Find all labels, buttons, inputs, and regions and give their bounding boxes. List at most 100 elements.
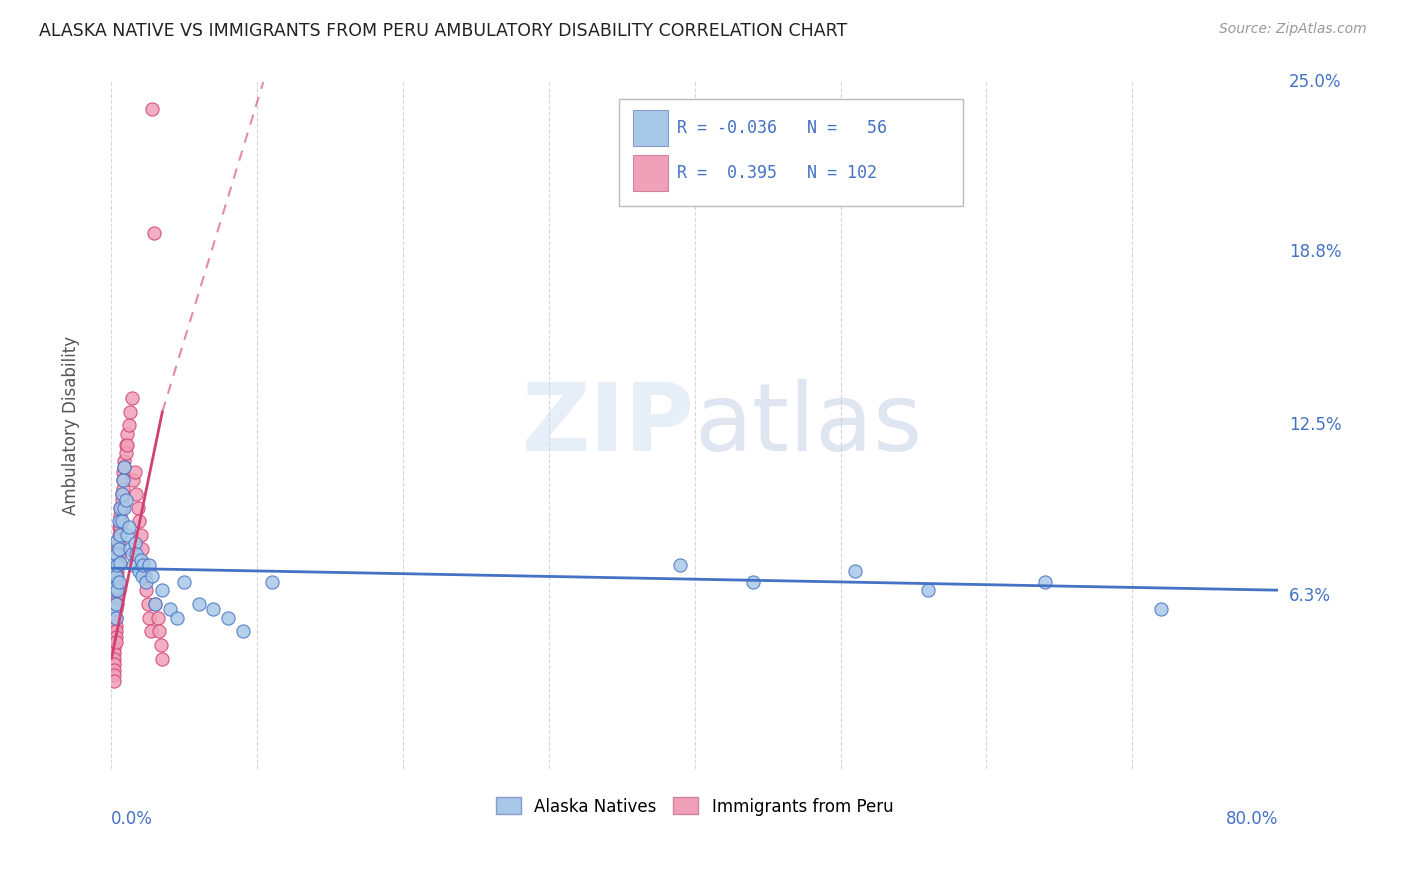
Point bbox=[103, 564, 125, 578]
Point bbox=[103, 635, 125, 649]
Point bbox=[115, 446, 138, 460]
Text: atlas: atlas bbox=[695, 379, 922, 471]
Text: ALASKA NATIVE VS IMMIGRANTS FROM PERU AMBULATORY DISABILITY CORRELATION CHART: ALASKA NATIVE VS IMMIGRANTS FROM PERU AM… bbox=[39, 22, 848, 40]
Point bbox=[120, 541, 142, 556]
Point bbox=[103, 630, 125, 644]
FancyBboxPatch shape bbox=[619, 99, 963, 205]
Point bbox=[101, 597, 124, 611]
Point bbox=[105, 583, 128, 598]
Point bbox=[108, 508, 131, 523]
Point bbox=[104, 583, 127, 598]
Text: Ambulatory Disability: Ambulatory Disability bbox=[62, 335, 80, 515]
Point bbox=[101, 602, 124, 616]
Point bbox=[107, 556, 129, 570]
Point bbox=[141, 103, 163, 117]
Point bbox=[107, 574, 129, 589]
Point bbox=[104, 548, 127, 562]
Point bbox=[260, 574, 283, 589]
Point bbox=[128, 564, 150, 578]
Point bbox=[124, 536, 146, 550]
Point bbox=[101, 640, 124, 655]
Point bbox=[150, 652, 173, 666]
Point bbox=[131, 569, 153, 583]
Point bbox=[107, 515, 129, 529]
Point bbox=[146, 610, 169, 624]
Point bbox=[103, 610, 125, 624]
Text: ZIP: ZIP bbox=[522, 379, 695, 471]
Point bbox=[103, 583, 125, 598]
Point bbox=[121, 391, 143, 405]
Point bbox=[122, 558, 145, 573]
Point bbox=[104, 610, 127, 624]
Point bbox=[104, 569, 127, 583]
Point bbox=[132, 558, 155, 573]
Point bbox=[173, 574, 195, 589]
Point bbox=[107, 548, 129, 562]
Point bbox=[917, 583, 939, 598]
Point bbox=[104, 591, 127, 606]
Point bbox=[108, 500, 131, 515]
Point bbox=[108, 515, 131, 529]
Point bbox=[105, 556, 128, 570]
Point bbox=[104, 624, 127, 639]
Point bbox=[101, 652, 124, 666]
Point bbox=[1150, 602, 1173, 616]
Point bbox=[103, 574, 125, 589]
Point bbox=[103, 591, 125, 606]
Point bbox=[104, 597, 127, 611]
Point bbox=[143, 597, 166, 611]
Point bbox=[105, 558, 128, 573]
Point bbox=[129, 528, 152, 542]
FancyBboxPatch shape bbox=[633, 155, 668, 191]
Point bbox=[110, 492, 132, 507]
Point bbox=[111, 473, 134, 487]
Point bbox=[111, 465, 134, 479]
FancyBboxPatch shape bbox=[633, 110, 668, 146]
Point bbox=[138, 610, 160, 624]
Point bbox=[100, 597, 122, 611]
Point bbox=[103, 602, 125, 616]
Point bbox=[103, 624, 125, 639]
Text: 18.8%: 18.8% bbox=[1289, 244, 1341, 261]
Text: 80.0%: 80.0% bbox=[1226, 810, 1278, 828]
Point bbox=[101, 574, 124, 589]
Point bbox=[148, 624, 170, 639]
Point bbox=[103, 657, 125, 672]
Point bbox=[141, 569, 163, 583]
Legend: Alaska Natives, Immigrants from Peru: Alaska Natives, Immigrants from Peru bbox=[489, 790, 900, 822]
Point bbox=[105, 574, 128, 589]
Point bbox=[107, 536, 129, 550]
Point bbox=[104, 564, 127, 578]
Point bbox=[115, 492, 138, 507]
Point bbox=[107, 541, 129, 556]
Point bbox=[101, 624, 124, 639]
Point bbox=[122, 473, 145, 487]
Text: Source: ZipAtlas.com: Source: ZipAtlas.com bbox=[1219, 22, 1367, 37]
Point bbox=[101, 635, 124, 649]
Point bbox=[104, 581, 127, 595]
Point bbox=[104, 610, 127, 624]
Point bbox=[232, 624, 254, 639]
Point bbox=[103, 652, 125, 666]
Point bbox=[128, 515, 150, 529]
Point bbox=[1033, 574, 1056, 589]
Point bbox=[135, 583, 157, 598]
Text: 0.0%: 0.0% bbox=[111, 810, 153, 828]
Point bbox=[120, 404, 142, 418]
Text: 6.3%: 6.3% bbox=[1289, 587, 1331, 605]
Point bbox=[100, 624, 122, 639]
Point bbox=[159, 602, 181, 616]
Point bbox=[101, 583, 124, 598]
Point bbox=[134, 569, 156, 583]
Point bbox=[117, 528, 139, 542]
Point bbox=[114, 459, 136, 474]
Point bbox=[103, 583, 125, 598]
Point bbox=[136, 597, 159, 611]
Point bbox=[166, 610, 188, 624]
Point bbox=[105, 597, 128, 611]
Point bbox=[115, 437, 138, 451]
Point bbox=[150, 583, 173, 598]
Point bbox=[118, 520, 141, 534]
Point bbox=[127, 500, 149, 515]
Point bbox=[742, 574, 765, 589]
